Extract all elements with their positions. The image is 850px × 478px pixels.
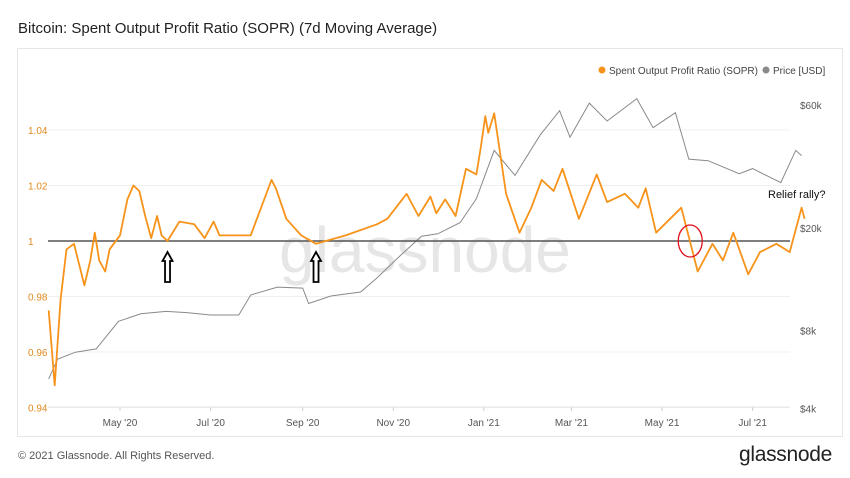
y-left-tick-label: 0.98: [28, 293, 48, 304]
x-tick-label: Mar '21: [555, 418, 588, 429]
sopr-line: [47, 112, 806, 387]
y-left-tick-label: 1.02: [28, 182, 48, 193]
y-left-tick-label: 0.94: [28, 404, 48, 415]
x-tick-label: Jul '20: [196, 418, 225, 429]
watermark: glassnode: [279, 214, 571, 286]
brand-logo: glassnode: [738, 443, 832, 466]
x-tick-label: May '20: [103, 418, 138, 429]
chart-title: Bitcoin: Spent Output Profit Ratio (SOPR…: [18, 20, 438, 37]
annotation-circle: [677, 224, 703, 258]
y-right-tick-label: $4k: [800, 404, 817, 415]
arrow-up-icon: [309, 250, 323, 283]
x-tick-label: Sep '20: [286, 418, 320, 429]
legend-swatch-price: [762, 66, 770, 74]
x-tick-label: Jul '21: [738, 418, 767, 429]
annotation-relief-rally: Relief rally?: [768, 189, 825, 201]
legend-label-sopr: Spent Output Profit Ratio (SOPR): [609, 66, 758, 77]
y-left-tick-label: 1: [28, 237, 34, 248]
x-tick-label: Nov '20: [376, 418, 410, 429]
y-left-tick-label: 0.96: [28, 348, 48, 359]
x-tick-label: May '21: [645, 418, 680, 429]
arrow-up-icon: [160, 250, 175, 283]
copyright: © 2021 Glassnode. All Rights Reserved.: [18, 450, 215, 462]
x-tick-label: Jan '21: [468, 418, 500, 429]
chart-card: [17, 48, 843, 437]
y-right-tick-label: $20k: [800, 224, 823, 235]
price-line: [48, 97, 802, 380]
legend-label-price: Price [USD]: [773, 66, 825, 77]
y-right-tick-label: $8k: [800, 327, 817, 338]
y-right-tick-label: $60k: [800, 101, 823, 112]
legend-swatch-sopr: [598, 66, 606, 74]
y-left-tick-label: 1.04: [28, 126, 48, 137]
